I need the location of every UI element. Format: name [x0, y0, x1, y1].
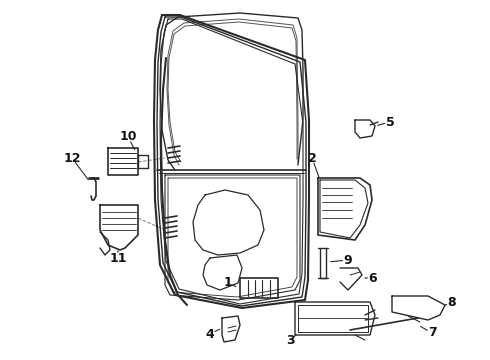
Text: 9: 9 [343, 253, 352, 266]
Text: 7: 7 [428, 327, 437, 339]
Text: 12: 12 [63, 152, 81, 165]
Text: 11: 11 [109, 252, 127, 265]
Text: 1: 1 [223, 275, 232, 288]
Text: 5: 5 [386, 116, 394, 129]
Text: 8: 8 [448, 297, 456, 310]
Text: 4: 4 [206, 328, 215, 341]
Text: 3: 3 [286, 333, 294, 346]
Text: 10: 10 [119, 130, 137, 144]
Text: 2: 2 [308, 152, 317, 165]
Text: 6: 6 [368, 271, 377, 284]
